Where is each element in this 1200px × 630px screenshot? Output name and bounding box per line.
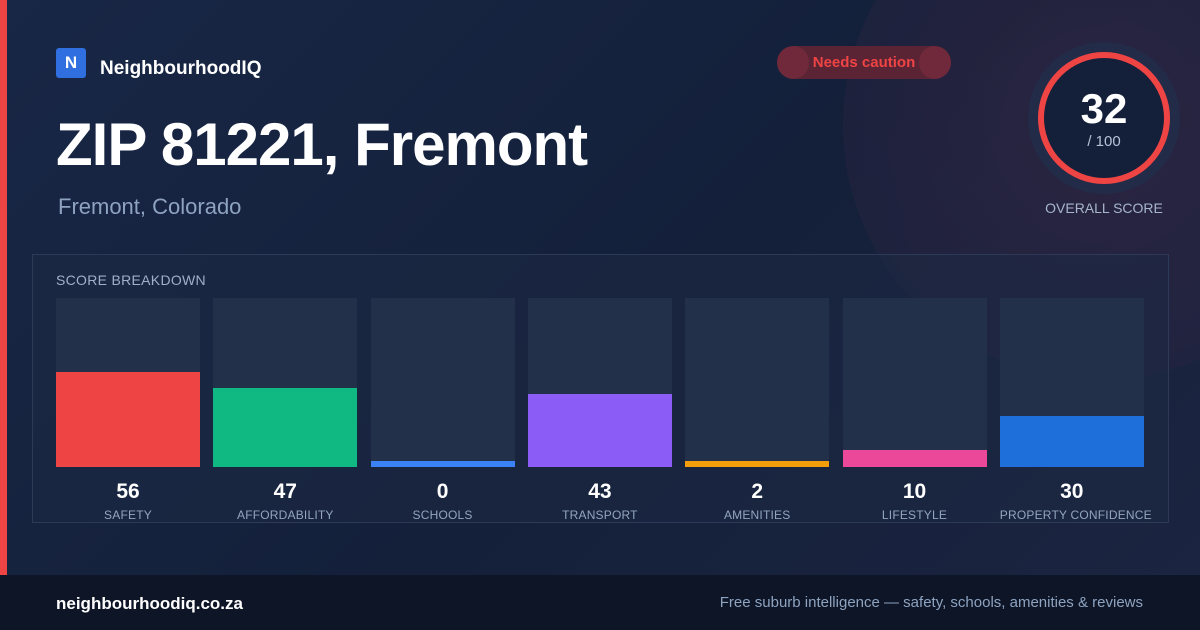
score-label: TRANSPORT [562,508,638,522]
score-bar-track [213,298,358,467]
score-column: 2 AMENITIES [685,298,830,522]
score-column: 47 AFFORDABILITY [213,298,358,522]
score-bar-track [685,298,830,467]
score-label: AMENITIES [723,508,791,522]
score-column: 43 TRANSPORT [527,298,672,522]
share-card: N NeighbourhoodIQ Needs caution ZIP 8122… [0,0,1200,575]
score-label: SAFETY [104,508,152,522]
score-bar-track [370,298,515,467]
score-value: 10 [902,480,927,503]
score-bar [370,461,515,467]
score-label: SCHOOLS [412,508,473,522]
score-bar-track [56,298,200,467]
footer: neighbourhoodiq.co.za Free suburb intell… [0,575,1200,630]
score-bar [999,416,1144,467]
score-value: 30 [1060,480,1084,503]
overall-score-label: OVERALL SCORE [1045,200,1163,216]
score-bar-track [999,298,1144,467]
score-column: 30 PROPERTY CONFIDENCE [999,298,1152,522]
footer-domain-link[interactable]: neighbourhoodiq.co.za [56,594,243,613]
score-bar [56,372,200,467]
overall-score-value: 32 [1080,84,1128,132]
overall-score-ring: 32 / 100 [1038,52,1170,184]
score-value: 43 [588,480,612,503]
score-column: 0 SCHOOLS [370,298,515,522]
score-bar [842,450,987,467]
score-label: LIFESTYLE [881,508,948,522]
score-label: PROPERTY CONFIDENCE [999,508,1152,522]
score-column: 56 SAFETY [56,298,200,522]
score-value: 47 [273,480,297,503]
score-column: 10 LIFESTYLE [842,298,987,522]
footer-tagline: Free suburb intelligence — safety, schoo… [719,594,1143,611]
score-bar [527,394,672,467]
score-label: AFFORDABILITY [236,508,334,522]
status-badge: Needs caution [777,46,951,79]
score-bar-track [842,298,987,467]
accent-bar [0,0,7,575]
score-bar [685,461,830,467]
score-bar-track [527,298,672,467]
score-value: 56 [116,480,140,503]
brand-name: NeighbourhoodIQ [100,58,262,79]
page-subtitle: Fremont, Colorado [58,194,242,219]
score-value: 0 [436,480,449,503]
page-title: ZIP 81221, Fremont [56,111,588,178]
score-breakdown-panel: SCORE BREAKDOWN 56 SAFETY 47 AFFORDABILITY 0… [32,254,1169,523]
brand[interactable]: N NeighbourhoodIQ [56,46,261,80]
overall-score-max: / 100 [1087,132,1121,150]
overall-score-gauge: 32 / 100 [1028,42,1180,194]
score-bar [213,388,358,467]
brand-logo-icon: N [56,48,86,78]
score-breakdown-title: SCORE BREAKDOWN [56,272,206,288]
status-badge-label: Needs caution [812,54,916,71]
score-value: 2 [751,480,764,503]
